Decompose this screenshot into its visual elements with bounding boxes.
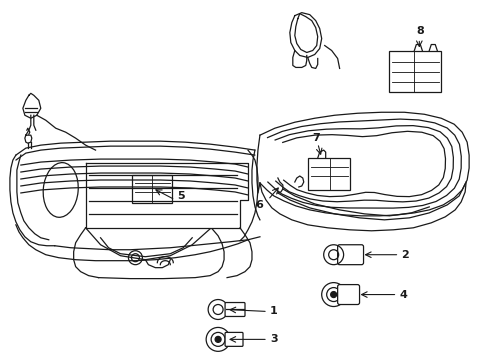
Text: 6: 6	[254, 200, 262, 210]
Text: 7: 7	[312, 133, 320, 143]
FancyBboxPatch shape	[307, 158, 349, 190]
FancyBboxPatch shape	[337, 245, 363, 265]
Circle shape	[215, 336, 221, 342]
FancyBboxPatch shape	[337, 285, 359, 305]
Text: 8: 8	[415, 26, 423, 36]
FancyBboxPatch shape	[224, 332, 243, 346]
Text: 3: 3	[269, 334, 277, 345]
FancyBboxPatch shape	[388, 50, 440, 92]
Circle shape	[330, 292, 336, 298]
Text: 2: 2	[401, 250, 408, 260]
FancyBboxPatch shape	[132, 175, 172, 203]
FancyBboxPatch shape	[224, 302, 244, 316]
Text: 1: 1	[269, 306, 277, 316]
Text: 5: 5	[177, 191, 184, 201]
Text: 4: 4	[399, 289, 407, 300]
